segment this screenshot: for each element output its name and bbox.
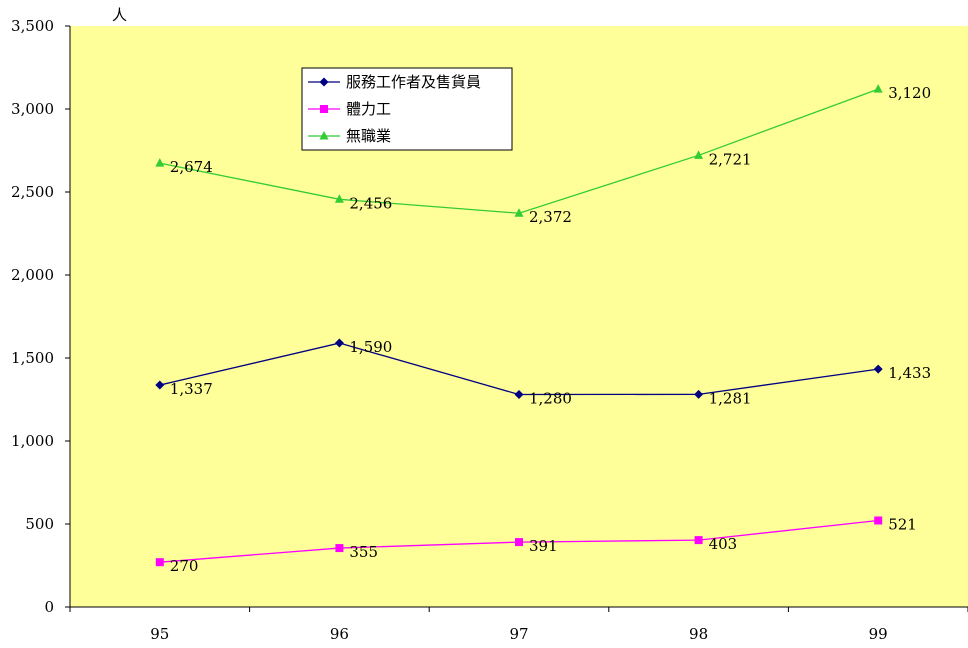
y-axis-ticks: 0 500 1,000 1,500 2,000 2,500 3,000 3,500 [11, 17, 70, 616]
data-point [155, 158, 165, 167]
y-tick-label: 0 [44, 598, 54, 616]
y-tick-label: 1,500 [11, 349, 54, 367]
x-tick-label: 98 [689, 625, 708, 643]
series-2: 270 355 391 403 521 [155, 516, 917, 575]
legend-marker [319, 77, 329, 87]
y-axis-unit-label: 人 [112, 6, 127, 24]
data-point [515, 538, 523, 547]
y-tick-label: 3,000 [11, 100, 54, 118]
data-point [334, 194, 344, 203]
data-point [514, 390, 524, 400]
data-point [694, 536, 703, 545]
data-point [155, 558, 164, 567]
data-label: 2,456 [349, 194, 392, 212]
data-label: 403 [709, 535, 738, 553]
data-label: 3,120 [888, 84, 931, 102]
data-label: 1,337 [170, 380, 213, 398]
y-tick-label: 2,000 [11, 266, 54, 284]
x-tick-label: 95 [150, 625, 169, 643]
data-point [334, 338, 344, 348]
data-point [335, 544, 344, 553]
legend-label: 體力工 [346, 100, 391, 118]
x-axis-ticks: 95 96 97 98 99 [69, 607, 968, 643]
y-tick-label: 2,500 [11, 183, 54, 201]
series-1: 1,337 1,590 1,280 1,281 1,433 [155, 338, 931, 408]
x-tick-label: 96 [330, 625, 349, 643]
data-point [873, 84, 883, 93]
legend-marker [320, 105, 328, 113]
data-point [155, 380, 165, 390]
data-label: 2,674 [170, 158, 213, 176]
data-point [514, 208, 524, 217]
data-label: 391 [529, 537, 558, 555]
data-point [694, 150, 704, 159]
data-label: 2,372 [529, 208, 572, 226]
data-point [694, 389, 704, 399]
data-label: 521 [888, 516, 917, 534]
data-label: 1,280 [529, 390, 572, 408]
x-tick-label: 97 [509, 625, 528, 643]
data-label: 1,281 [709, 389, 752, 407]
data-label: 1,590 [349, 338, 392, 356]
legend-marker [319, 131, 329, 140]
data-label: 1,433 [888, 364, 931, 382]
plot-area [70, 26, 968, 607]
y-tick-label: 1,000 [11, 432, 54, 450]
series-3: 2,674 2,456 2,372 2,721 3,120 [155, 84, 931, 226]
data-point [874, 516, 883, 525]
series-layer: 1,337 1,590 1,280 1,281 1,433 270 355 391 403 521… [155, 84, 931, 575]
data-label: 270 [170, 557, 199, 575]
data-label: 355 [349, 543, 378, 561]
y-tick-label: 500 [25, 515, 54, 533]
data-label: 2,721 [709, 150, 752, 168]
legend-label: 服務工作者及售貨員 [346, 73, 481, 91]
axes [69, 26, 968, 608]
y-tick-label: 3,500 [11, 17, 54, 35]
x-tick-label: 99 [869, 625, 888, 643]
legend-label: 無職業 [346, 127, 391, 145]
data-point [873, 364, 883, 374]
